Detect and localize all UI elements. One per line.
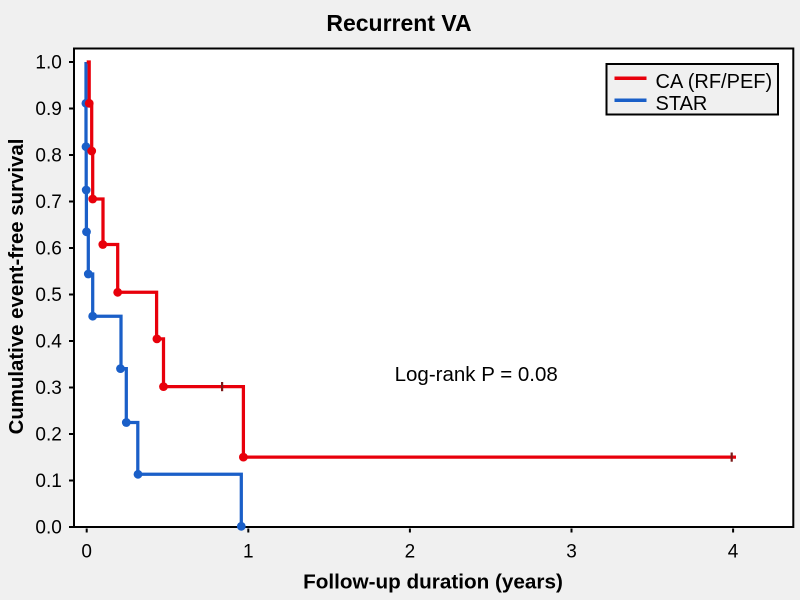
svg-text:Log-rank P = 0.08: Log-rank P = 0.08 <box>395 363 558 386</box>
svg-text:0.1: 0.1 <box>35 471 61 492</box>
svg-text:STAR: STAR <box>656 93 708 115</box>
svg-text:0.7: 0.7 <box>35 192 61 213</box>
svg-text:1: 1 <box>243 542 254 563</box>
svg-text:0.9: 0.9 <box>35 99 61 120</box>
svg-text:0.6: 0.6 <box>35 239 61 260</box>
svg-text:Cumulative event-free survival: Cumulative event-free survival <box>6 139 28 435</box>
svg-text:4: 4 <box>728 542 739 563</box>
svg-text:1.0: 1.0 <box>35 53 61 74</box>
svg-text:0.8: 0.8 <box>35 146 61 167</box>
svg-text:2: 2 <box>405 542 416 563</box>
svg-text:0.5: 0.5 <box>35 285 61 306</box>
svg-text:Recurrent VA: Recurrent VA <box>326 10 471 36</box>
svg-text:CA (RF/PEF): CA (RF/PEF) <box>656 71 773 93</box>
svg-text:0.0: 0.0 <box>35 518 61 539</box>
svg-text:3: 3 <box>566 542 577 563</box>
svg-text:Follow-up duration (years): Follow-up duration (years) <box>303 571 563 594</box>
svg-text:0.2: 0.2 <box>35 425 61 446</box>
svg-text:0.4: 0.4 <box>35 332 62 353</box>
svg-text:0: 0 <box>81 542 92 563</box>
svg-text:0.3: 0.3 <box>35 378 61 399</box>
